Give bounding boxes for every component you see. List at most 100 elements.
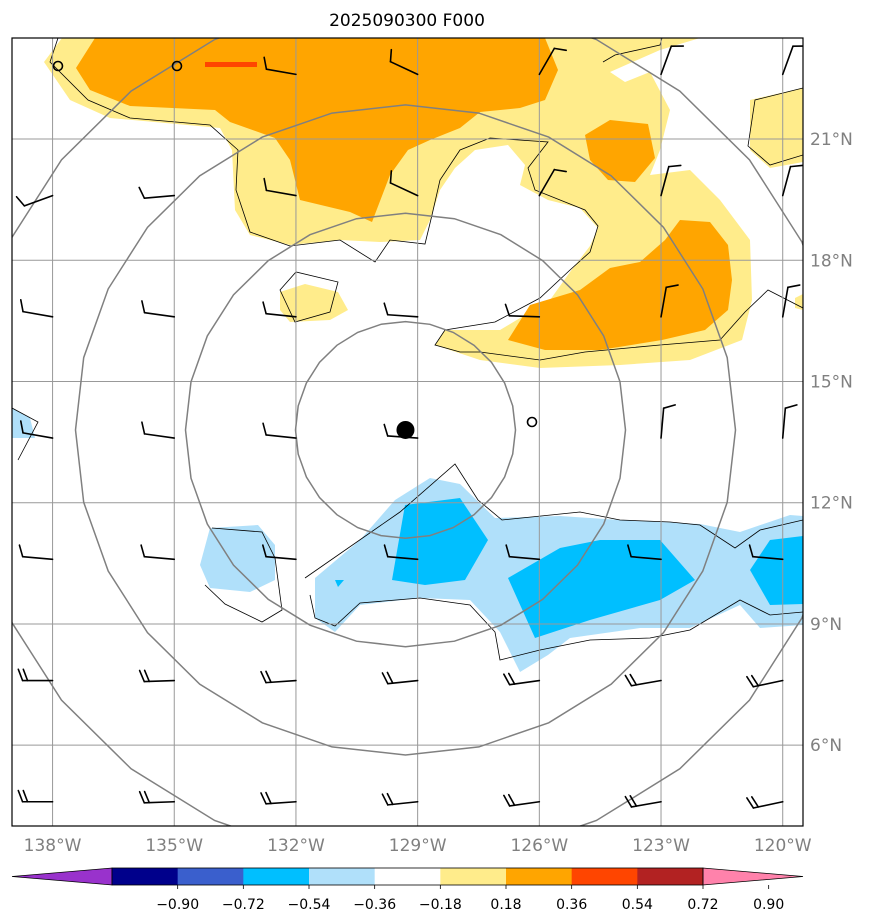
wind-barb: [141, 300, 176, 318]
longitude-label: 132°W: [267, 836, 325, 856]
colorbar-extend-high: [702, 867, 804, 886]
wind-barb: [627, 544, 662, 561]
longitude-label: 129°W: [389, 836, 447, 856]
longitude-label: 126°W: [510, 836, 568, 856]
wind-barb: [138, 186, 176, 200]
colorbar-tick-label: 0.90: [753, 897, 784, 913]
colorbar-segment: [440, 868, 507, 885]
wind-barb: [381, 792, 419, 806]
map-area: [12, 38, 803, 826]
wind-barb: [538, 168, 567, 197]
wind-barb: [138, 669, 176, 683]
colorbar-segment: [571, 868, 638, 885]
wind-barb: [383, 544, 419, 561]
colorbar-tick-label: −0.90: [156, 897, 199, 913]
colorbar-segment: [177, 868, 244, 885]
wind-barb: [748, 544, 784, 561]
wind-barb: [138, 790, 176, 804]
colorbar-extend-low: [11, 867, 113, 886]
calm-wind-markers: [52, 60, 538, 428]
longitude-label: 135°W: [145, 836, 203, 856]
wind-barb: [781, 284, 801, 318]
map-title: 2025090300 F000: [329, 11, 485, 31]
range-ring: [184, 212, 627, 648]
range-rings: [12, 38, 803, 826]
latitude-label: 9°N: [810, 615, 842, 635]
wind-barb: [503, 793, 541, 807]
colorbar-outline: [111, 867, 704, 886]
longitude-label: 120°W: [754, 836, 812, 856]
shading-negative-strong: [335, 498, 803, 638]
colorbar-tick-label: 0.36: [556, 897, 587, 913]
wind-barb: [503, 672, 541, 686]
wind-barb: [660, 284, 679, 318]
colorbar-tick-label: −0.36: [353, 897, 396, 913]
wind-barb: [262, 544, 297, 561]
wind-barbs: [15, 45, 803, 809]
wind-barb: [18, 544, 54, 561]
wind-barb: [504, 303, 541, 318]
wind-barb: [141, 421, 176, 439]
latitude-label: 6°N: [810, 736, 842, 756]
latitude-labels: 6°N 9°N 12°N 15°N 18°N 21°N: [810, 130, 853, 756]
gridlines: [12, 38, 803, 826]
wind-barb: [263, 56, 297, 76]
latitude-label: 15°N: [810, 372, 853, 392]
wind-barb: [263, 177, 297, 197]
longitude-label: 123°W: [632, 836, 690, 856]
range-ring: [12, 38, 803, 826]
wind-barb: [17, 668, 54, 682]
wind-barb: [624, 673, 662, 687]
colorbar: [11, 867, 804, 889]
shading-positive-weak: [44, 38, 803, 368]
wind-barb: [660, 45, 685, 76]
wind-barb: [140, 544, 176, 561]
colorbar-segment: [112, 868, 179, 885]
wind-barb: [746, 796, 784, 809]
wind-barb: [660, 164, 682, 197]
wind-barb: [781, 404, 798, 439]
wind-barb: [781, 45, 803, 76]
wind-barb: [746, 674, 784, 688]
latitude-label: 12°N: [810, 494, 853, 514]
latitude-label: 21°N: [810, 130, 853, 150]
colorbar-tick-label: 0.72: [687, 897, 718, 913]
colorbar-tick-label: −0.72: [222, 897, 265, 913]
colorbar-segment: [637, 868, 704, 885]
wind-barb: [781, 164, 803, 197]
wind-barb: [383, 302, 419, 318]
longitude-label: 138°W: [24, 836, 82, 856]
contour-outlines: [12, 38, 803, 661]
wind-barb: [19, 420, 54, 439]
wind-barb: [17, 789, 54, 803]
wind-barb: [260, 791, 297, 805]
wind-barb: [505, 544, 541, 561]
longitude-labels: 138°W 135°W 132°W 129°W 126°W 123°W 120°W: [24, 836, 812, 856]
wind-barb: [19, 299, 54, 318]
colorbar-segment: [506, 868, 573, 885]
wind-barb: [260, 670, 297, 684]
range-ring: [294, 320, 517, 540]
range-ring: [74, 104, 737, 756]
latitude-label: 18°N: [810, 251, 853, 271]
storm-center-marker: [396, 420, 415, 439]
wind-barb: [624, 794, 662, 808]
wind-barb: [381, 671, 419, 685]
colorbar-tick-label: −0.18: [419, 897, 462, 913]
colorbar-tick-labels: −0.90 −0.72 −0.54 −0.36 −0.18 0.18 0.36 0.54 0.7…: [156, 897, 784, 913]
wind-barb: [15, 194, 54, 207]
shading-positive-mid: [76, 38, 732, 350]
colorbar-tick-label: 0.18: [490, 897, 521, 913]
wind-barb: [262, 301, 297, 318]
colorbar-tick-label: −0.54: [288, 897, 331, 913]
wind-barb: [538, 47, 567, 76]
map-frame: [11, 37, 804, 827]
wind-barb: [389, 170, 419, 197]
wind-barb: [262, 422, 297, 439]
wind-barb: [660, 404, 676, 439]
colorbar-segment: [243, 868, 310, 885]
wind-barb: [389, 48, 419, 76]
colorbar-segment: [374, 868, 441, 885]
colorbar-tick-label: 0.54: [622, 897, 653, 913]
